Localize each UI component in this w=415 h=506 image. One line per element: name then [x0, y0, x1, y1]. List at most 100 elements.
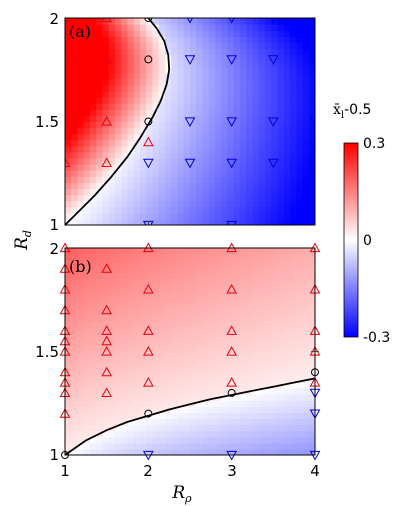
heatmap-cell: [158, 442, 166, 450]
heatmap-cell: [308, 84, 315, 92]
heatmap-cell: [83, 24, 91, 31]
heatmap-cell: [277, 139, 285, 147]
heatmap-cell: [183, 18, 191, 25]
heatmap-cell: [171, 351, 179, 359]
heatmap-cell: [252, 54, 260, 62]
heatmap-cell: [233, 218, 241, 225]
heatmap-cell: [177, 369, 185, 377]
heatmap-cell: [77, 321, 85, 328]
heatmap-cell: [152, 321, 160, 328]
heatmap-cell: [108, 133, 116, 141]
heatmap-cell: [246, 127, 254, 135]
heatmap-cell: [71, 375, 79, 383]
heatmap-cell: [171, 182, 179, 190]
heatmap-cell: [171, 436, 179, 444]
heatmap-cell: [283, 97, 291, 104]
heatmap-cell: [302, 351, 310, 359]
heatmap-cell: [83, 42, 91, 50]
heatmap-cell: [146, 212, 154, 220]
heatmap-cell: [127, 97, 135, 104]
heatmap-cell: [171, 91, 179, 98]
heatmap-cell: [215, 109, 222, 117]
heatmap-cell: [190, 91, 197, 98]
heatmap-cell: [215, 339, 222, 347]
heatmap-cell: [77, 345, 85, 353]
heatmap-cell: [77, 375, 85, 383]
heatmap-cell: [302, 133, 310, 141]
marker-down-triangle: [309, 117, 315, 128]
heatmap-cell: [283, 260, 291, 267]
heatmap-cell: [290, 164, 297, 171]
heatmap-cell: [90, 388, 97, 395]
heatmap-cell: [240, 42, 247, 50]
heatmap-cell: [171, 314, 179, 322]
heatmap-cell: [121, 66, 129, 74]
heatmap-cell: [277, 133, 285, 141]
heatmap-cell: [190, 109, 197, 117]
heatmap-cell: [265, 115, 272, 123]
heatmap-cell: [221, 394, 229, 401]
heatmap-cell: [177, 394, 185, 401]
heatmap-cell: [183, 394, 191, 401]
heatmap-cell: [296, 357, 304, 365]
heatmap-cell: [65, 60, 72, 68]
heatmap-cell: [158, 430, 166, 438]
heatmap-cell: [108, 48, 116, 56]
heatmap-cell: [83, 339, 91, 347]
heatmap-cell: [115, 109, 122, 117]
heatmap-cell: [277, 115, 285, 123]
heatmap-cell: [271, 151, 279, 159]
heatmap-cell: [221, 424, 229, 432]
heatmap-cell: [215, 351, 222, 359]
heatmap-cell: [71, 164, 79, 171]
heatmap-cell: [271, 296, 279, 304]
heatmap-cell: [158, 266, 166, 273]
heatmap-cell: [115, 42, 122, 50]
heatmap-cell: [308, 97, 315, 104]
heatmap-cell: [233, 200, 241, 208]
heatmap-cell: [127, 248, 135, 255]
heatmap-cell: [265, 121, 272, 129]
heatmap-cell: [102, 72, 110, 80]
heatmap-cell: [196, 115, 204, 123]
heatmap-cell: [240, 133, 247, 141]
heatmap-cell: [96, 170, 104, 177]
heatmap-cell: [208, 418, 216, 426]
heatmap-cell: [133, 194, 141, 202]
heatmap-cell: [65, 109, 72, 117]
heatmap-cell: [102, 284, 110, 292]
heatmap-cell: [140, 260, 147, 267]
heatmap-cell: [83, 406, 91, 413]
heatmap-cell: [246, 133, 254, 141]
heatmap-cell: [165, 357, 172, 365]
heatmap-cell: [102, 36, 110, 43]
heatmap-cell: [90, 266, 97, 273]
heatmap-cell: [308, 42, 315, 50]
heatmap-cell: [302, 127, 310, 135]
heatmap-cell: [215, 30, 222, 37]
heatmap-cell: [127, 103, 135, 110]
heatmap-cell: [165, 400, 172, 407]
heatmap-cell: [121, 151, 129, 159]
heatmap-cell: [65, 182, 72, 190]
heatmap-cell: [83, 78, 91, 86]
heatmap-cell: [127, 345, 135, 353]
heatmap-cell: [277, 151, 285, 159]
heatmap-cell: [152, 30, 160, 37]
heatmap-cell: [171, 254, 179, 261]
heatmap-cell: [283, 327, 291, 334]
heatmap-cell: [152, 412, 160, 420]
heatmap-cell: [252, 448, 260, 455]
heatmap-cell: [121, 182, 129, 190]
heatmap-cell: [65, 254, 72, 261]
heatmap-cell: [308, 400, 315, 407]
heatmap-cell: [196, 442, 204, 450]
heatmap-cell: [177, 412, 185, 420]
heatmap-cell: [127, 18, 135, 25]
heatmap-cell: [196, 182, 204, 190]
heatmap-cell: [96, 314, 104, 322]
heatmap-cell: [296, 375, 304, 383]
heatmap-cell: [102, 278, 110, 286]
heatmap-cell: [127, 254, 135, 261]
heatmap-cell: [215, 302, 222, 310]
